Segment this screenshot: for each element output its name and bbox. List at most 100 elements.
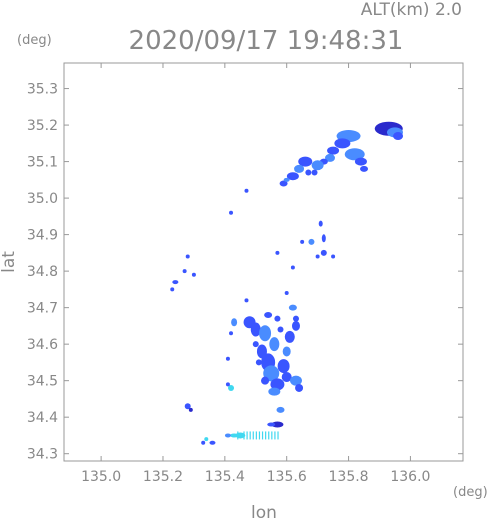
echo-cell <box>284 291 289 296</box>
subtitle-altitude: ALT(km) 2.0 <box>361 0 462 20</box>
echo-cell <box>230 433 239 438</box>
echo-cell <box>360 165 369 172</box>
echo-cell <box>277 326 284 333</box>
echo-cell <box>295 383 304 392</box>
echo-cell <box>315 254 320 259</box>
echo-cell <box>282 346 291 357</box>
echo-cell <box>284 330 295 343</box>
echo-cell <box>191 272 196 277</box>
echo-cell <box>393 132 404 141</box>
echo-cell <box>327 146 340 155</box>
y-tick-label: 35.3 <box>27 82 58 98</box>
x-tick-label: 135.2 <box>143 469 183 485</box>
echo-cell <box>290 265 295 270</box>
echo-cell <box>188 407 193 412</box>
echo-cell <box>209 440 216 445</box>
echo-cell <box>228 384 235 391</box>
echo-cell <box>231 318 238 327</box>
echo-cell <box>311 160 324 171</box>
echo-cell <box>185 254 190 259</box>
echo-streak <box>258 431 261 440</box>
echo-cell <box>224 433 231 438</box>
echo-cell <box>286 172 299 181</box>
echo-cell <box>321 234 326 243</box>
echo-cell <box>274 315 281 322</box>
echo-cell <box>204 437 209 442</box>
echo-streak <box>271 431 273 440</box>
x-tick-label: 135.8 <box>329 469 369 485</box>
y-tick-label: 34.9 <box>27 228 58 244</box>
echo-streak <box>274 431 276 440</box>
x-axis-label: lon <box>251 503 277 521</box>
echo-streak <box>261 431 264 440</box>
y-tick-label: 34.3 <box>27 447 58 463</box>
echo-cell <box>244 298 249 303</box>
y-axis-ticks: 34.3 34.4 34.5 34.6 34.7 34.8 34.9 35.0 35.1 35.2… <box>27 82 463 463</box>
echo-cell <box>244 188 249 193</box>
echo-streak <box>277 431 279 440</box>
echo-cell <box>298 156 313 167</box>
echo-cell <box>354 157 367 166</box>
echo-cell <box>275 250 280 255</box>
echo-cell <box>252 341 259 348</box>
y-unit-label: (deg) <box>17 33 52 48</box>
y-tick-label: 34.6 <box>27 337 58 353</box>
echo-cell <box>305 169 312 176</box>
echo-layer <box>170 121 404 445</box>
echo-cell <box>229 331 234 336</box>
echo-cell <box>320 249 327 256</box>
y-tick-label: 35.0 <box>27 191 58 207</box>
echo-cell <box>269 337 280 352</box>
y-axis-label: lat <box>0 251 19 273</box>
echo-cell <box>259 325 272 342</box>
echo-cell <box>289 375 302 386</box>
echo-cell <box>225 382 230 387</box>
echo-cell <box>344 148 365 161</box>
echo-streak <box>268 431 270 440</box>
echo-cell <box>255 359 262 366</box>
echo-cell <box>250 322 261 337</box>
echo-cell <box>300 239 305 244</box>
y-tick-label: 34.4 <box>27 410 58 426</box>
echo-cell <box>311 169 318 176</box>
echo-streak <box>255 431 257 440</box>
x-unit-label: (deg) <box>453 485 488 500</box>
x-tick-label: 135.6 <box>267 469 307 485</box>
echo-cell <box>283 177 290 182</box>
echo-streak <box>252 431 254 440</box>
echo-cell <box>229 210 234 215</box>
y-tick-label: 34.8 <box>27 264 58 280</box>
x-axis-ticks: 135.0 135.2 135.4 135.6 135.8 136.0 <box>81 63 430 485</box>
echo-cell <box>270 378 285 391</box>
echo-cell <box>308 238 315 245</box>
y-tick-label: 34.7 <box>27 301 58 317</box>
echo-cell <box>325 153 335 162</box>
echo-cell <box>264 311 273 318</box>
echo-streak <box>246 431 248 440</box>
echo-cell <box>334 138 351 149</box>
echo-cell <box>267 422 276 427</box>
x-tick-label: 136.0 <box>390 469 430 485</box>
echo-cell <box>170 287 175 292</box>
x-tick-label: 135.0 <box>81 469 121 485</box>
echo-cell <box>291 320 300 331</box>
echo-cell <box>279 180 288 187</box>
echo-cell <box>268 387 281 396</box>
echo-cell <box>261 376 270 385</box>
echo-cell <box>271 421 284 428</box>
echo-streak <box>265 431 267 440</box>
echo-cell <box>182 269 187 274</box>
chart-title: 2020/09/17 19:48:31 <box>129 26 404 56</box>
echo-cell <box>281 372 292 383</box>
echo-cell <box>331 254 336 259</box>
echo-cell <box>277 359 290 374</box>
echo-cell <box>172 280 179 285</box>
echo-cell <box>288 304 297 311</box>
echo-cell <box>201 440 206 445</box>
echo-cell <box>184 403 191 410</box>
echo-cell <box>294 164 305 173</box>
echo-streak <box>243 431 245 440</box>
echo-streak <box>249 431 251 440</box>
plot-frame <box>63 62 464 462</box>
echo-cell <box>318 220 323 227</box>
